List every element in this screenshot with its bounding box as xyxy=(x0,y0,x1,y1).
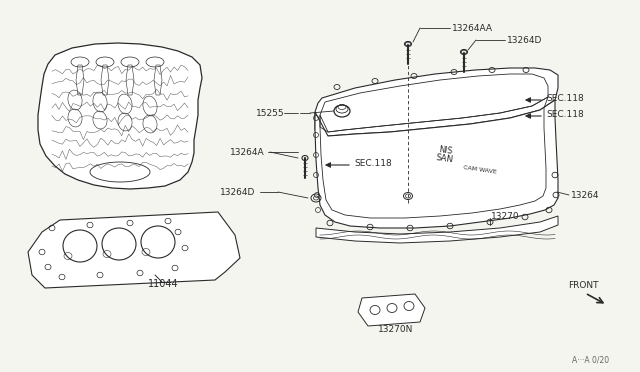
Text: CAM WAVE: CAM WAVE xyxy=(463,165,497,175)
Polygon shape xyxy=(315,100,558,228)
Text: 13264A: 13264A xyxy=(230,148,264,157)
Text: 13264AA: 13264AA xyxy=(452,23,493,32)
Text: 11044: 11044 xyxy=(148,279,179,289)
Text: 13270N: 13270N xyxy=(378,326,413,334)
Polygon shape xyxy=(28,212,240,288)
Text: 13264D: 13264D xyxy=(220,187,255,196)
Text: FRONT: FRONT xyxy=(568,280,598,289)
Polygon shape xyxy=(316,216,558,243)
Text: SEC.118: SEC.118 xyxy=(546,93,584,103)
Text: 13270: 13270 xyxy=(491,212,520,221)
Text: 15255: 15255 xyxy=(256,109,285,118)
Text: NIS
SAN: NIS SAN xyxy=(435,145,455,165)
Text: 13264: 13264 xyxy=(571,190,600,199)
Polygon shape xyxy=(358,294,425,326)
Text: 13264D: 13264D xyxy=(507,35,542,45)
Text: A···A 0/20: A···A 0/20 xyxy=(572,356,609,365)
Text: SEC.118: SEC.118 xyxy=(354,158,392,167)
Polygon shape xyxy=(315,68,558,136)
Text: SEC.118: SEC.118 xyxy=(546,109,584,119)
Polygon shape xyxy=(38,43,202,189)
